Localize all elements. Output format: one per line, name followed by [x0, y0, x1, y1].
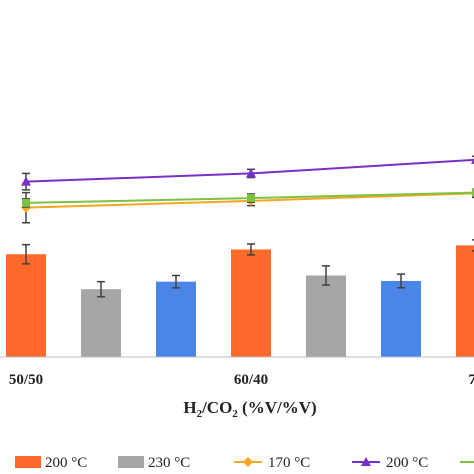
legend-swatch	[118, 456, 144, 468]
bar-error-bar	[172, 274, 180, 289]
category-label: 60/40	[234, 372, 268, 388]
legend-marker	[243, 457, 253, 467]
legend-label: 230 °C	[148, 455, 190, 471]
x-axis-title: H2/CO2 (%V/%V)	[183, 398, 316, 420]
legend-item: 200 °C	[15, 455, 87, 471]
legend-label: 200 °C	[45, 455, 87, 471]
bar	[6, 254, 46, 357]
bar-error-bar	[22, 243, 30, 265]
data-point	[247, 194, 255, 203]
bar	[81, 289, 121, 357]
bar	[156, 281, 196, 357]
line-layer	[21, 155, 474, 224]
bar-error-bar	[247, 243, 255, 256]
category-labels: 50/50 60/40 70	[9, 372, 474, 388]
category-label: 70	[469, 372, 474, 388]
bar	[306, 275, 346, 357]
bar	[231, 249, 271, 357]
bar-layer	[6, 239, 474, 357]
legend: 200 °C 230 °C 170 °C 200 °C	[15, 455, 474, 471]
data-point	[472, 188, 474, 197]
legend-item: 230 °C	[118, 455, 190, 471]
data-point	[21, 176, 31, 186]
bar-error-bar	[472, 239, 474, 252]
category-label: 50/50	[9, 372, 43, 388]
data-point	[22, 198, 30, 207]
legend-item: 200 °C	[352, 455, 428, 471]
legend-item: 170 °C	[234, 455, 310, 471]
bar-error-bar	[322, 265, 330, 286]
data-point	[246, 168, 256, 178]
bar	[456, 245, 474, 357]
legend-label: 170 °C	[268, 455, 310, 471]
legend-marker	[361, 457, 371, 466]
bar	[381, 280, 421, 357]
bar-error-bar	[97, 280, 105, 298]
legend-swatch	[15, 456, 41, 468]
bar-error-bar	[397, 273, 405, 289]
data-point	[471, 158, 474, 164]
legend-label: 200 °C	[386, 455, 428, 471]
